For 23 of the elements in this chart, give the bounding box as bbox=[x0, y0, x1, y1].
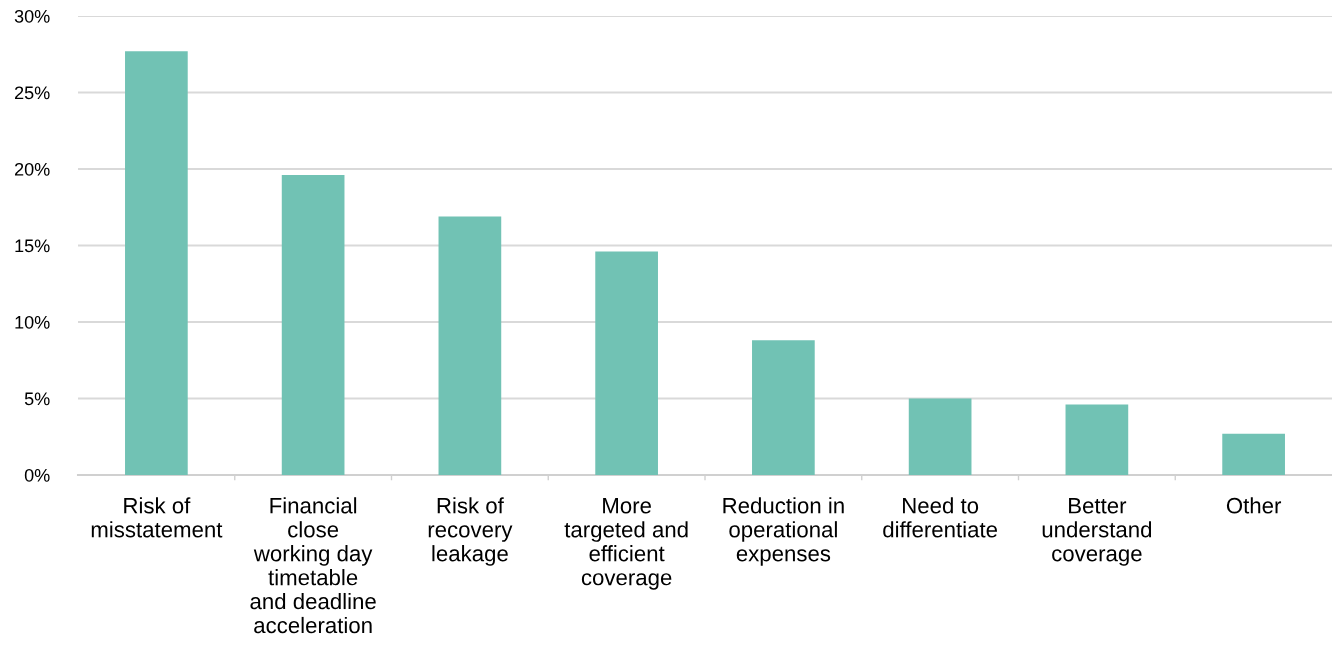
bar bbox=[908, 398, 972, 475]
bar bbox=[1222, 433, 1285, 475]
bar bbox=[595, 251, 658, 475]
x-tick-label: Financial close working day timetable and deadline acceleration bbox=[250, 497, 376, 634]
y-tick-label: 30% bbox=[14, 9, 50, 23]
bar bbox=[281, 175, 345, 475]
x-tick-label: Reduction in operational expenses bbox=[723, 497, 844, 566]
bar bbox=[1065, 404, 1129, 475]
bar bbox=[125, 51, 188, 475]
y-tick-label: 25% bbox=[14, 86, 50, 100]
bar bbox=[752, 340, 815, 475]
y-tick-label: 0% bbox=[24, 468, 50, 482]
x-tick-label: Other bbox=[1226, 497, 1282, 514]
x-tick-label: Risk of recovery leakage bbox=[428, 497, 513, 566]
x-tick-label: Risk of misstatement bbox=[91, 497, 223, 538]
y-tick-label: 5% bbox=[24, 392, 50, 406]
y-tick-label: 20% bbox=[14, 162, 50, 176]
y-tick-label: 15% bbox=[15, 239, 50, 253]
bar bbox=[438, 216, 502, 475]
x-tick-label: More targeted and efficient coverage bbox=[564, 498, 688, 590]
x-tick-label: Better understand coverage bbox=[1042, 498, 1152, 566]
y-tick-label: 10% bbox=[15, 315, 50, 329]
x-tick-label: Need to differentiate bbox=[883, 497, 998, 538]
